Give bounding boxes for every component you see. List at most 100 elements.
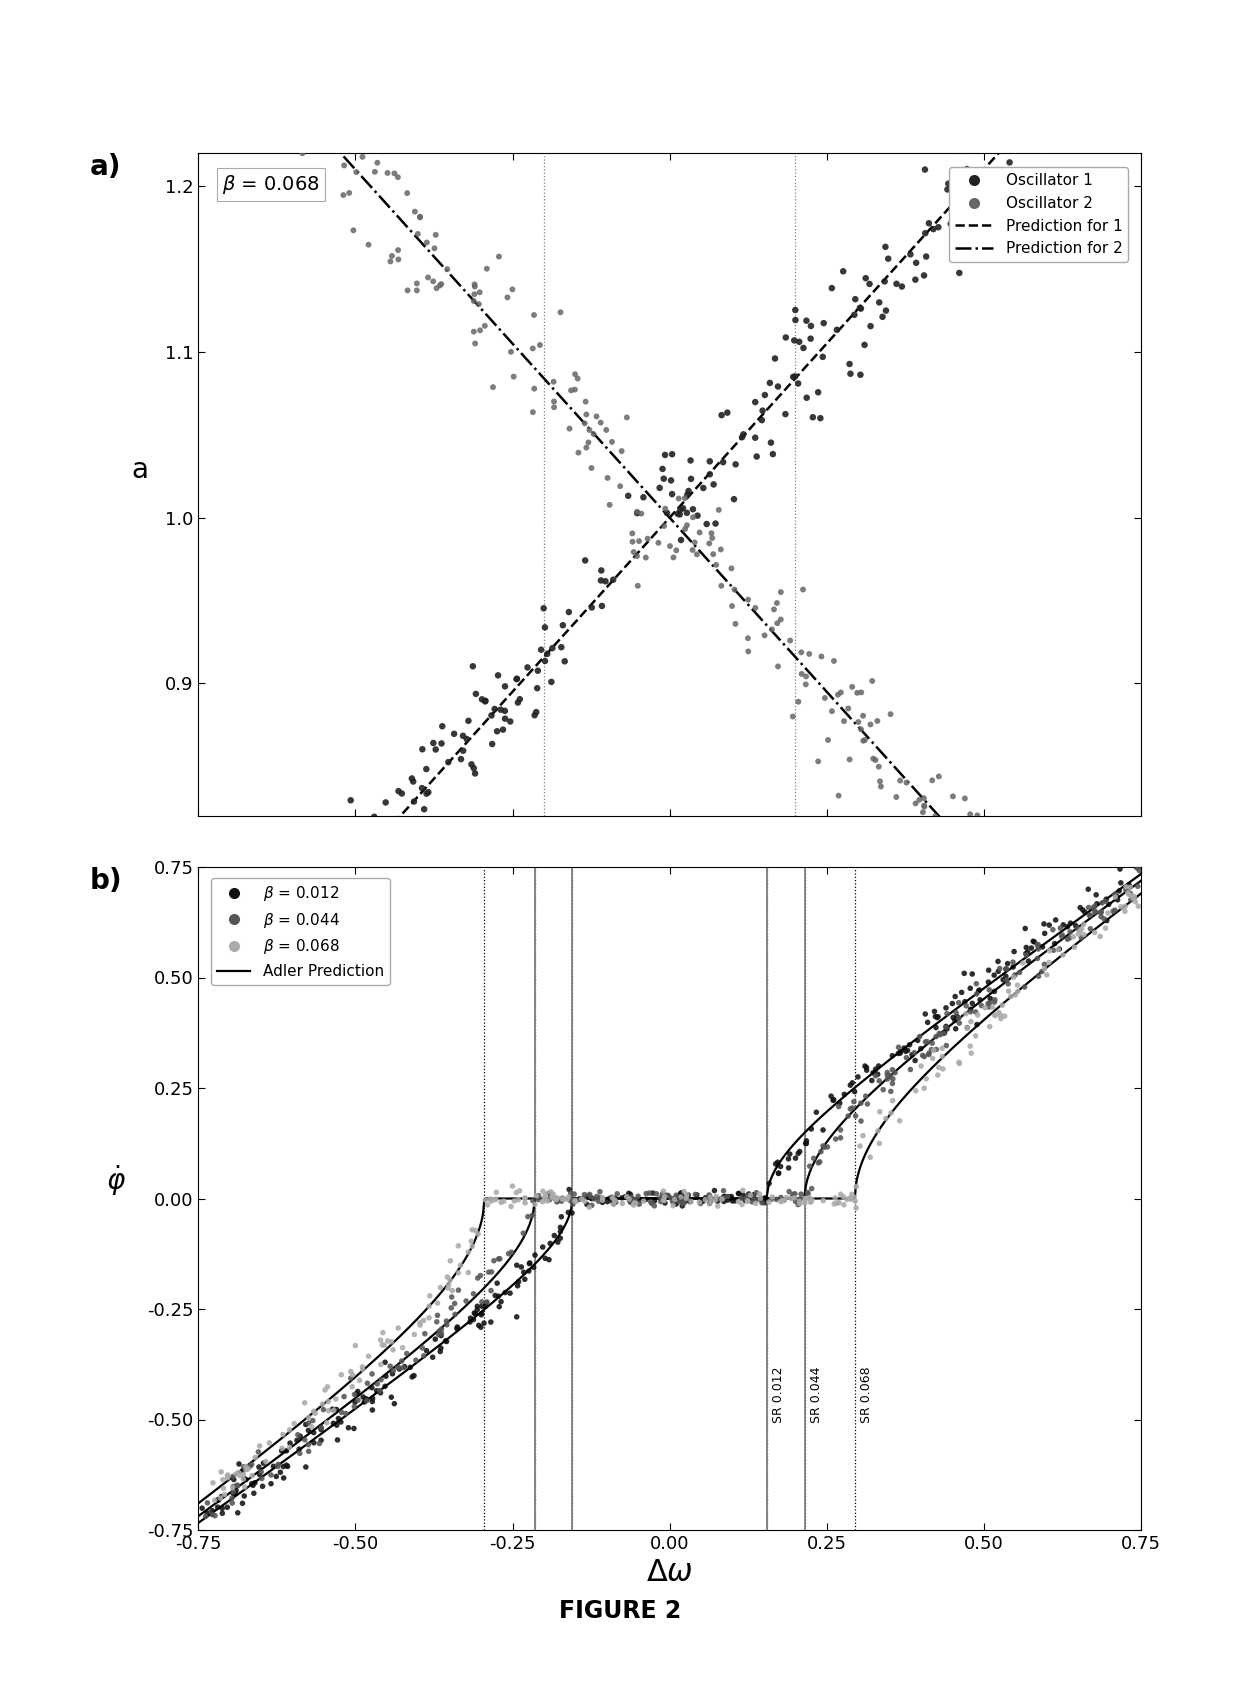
Point	[963, 876, 983, 903]
Point	[1018, 947, 1038, 974]
Point	[1045, 906, 1065, 933]
Point	[681, 447, 701, 474]
Point	[856, 726, 875, 753]
Point	[944, 782, 963, 809]
Point	[842, 673, 862, 700]
Point	[195, 3, 215, 31]
Point	[719, 1183, 739, 1210]
Point	[863, 745, 883, 772]
Point	[427, 275, 446, 303]
Point	[957, 1015, 977, 1042]
Point	[490, 1244, 510, 1272]
Point	[828, 782, 848, 809]
Point	[226, 1477, 246, 1504]
Point	[253, 1472, 273, 1499]
Point	[229, 1450, 249, 1477]
Point	[1071, 915, 1091, 942]
Point	[228, 1472, 248, 1499]
Point	[388, 1353, 408, 1380]
Point	[371, 1379, 391, 1406]
Point	[584, 420, 604, 447]
Point	[260, 34, 280, 61]
Point	[796, 663, 816, 690]
Point	[456, 726, 476, 753]
Point	[1130, 857, 1149, 884]
Point	[1117, 27, 1137, 54]
Point	[371, 1352, 391, 1379]
Point	[642, 1190, 662, 1217]
Point	[729, 1188, 749, 1216]
Point	[808, 379, 828, 406]
Point	[559, 1176, 579, 1204]
Point	[277, 932, 296, 959]
Point	[252, 71, 272, 99]
Point	[469, 1312, 489, 1340]
Point	[817, 1134, 837, 1161]
Point	[527, 675, 547, 702]
Point	[303, 49, 322, 76]
Point	[718, 400, 738, 427]
Point	[760, 369, 780, 396]
Point	[301, 949, 321, 976]
Point	[234, 1482, 254, 1510]
Point	[670, 1182, 689, 1209]
Point	[771, 1153, 791, 1180]
Point	[755, 1187, 775, 1214]
Point	[763, 440, 782, 468]
Point	[844, 1183, 864, 1210]
Point	[466, 680, 486, 707]
Point	[593, 1185, 613, 1212]
Point	[575, 547, 595, 575]
Point	[621, 1188, 641, 1216]
Point	[494, 716, 513, 743]
Point	[593, 1188, 613, 1216]
Point	[842, 1069, 862, 1096]
Point	[833, 1183, 853, 1210]
Point	[286, 32, 306, 60]
Point	[236, 1465, 255, 1493]
Point	[792, 660, 812, 687]
Point	[625, 1190, 645, 1217]
Point	[223, 1481, 243, 1508]
Point	[1074, 20, 1094, 48]
Point	[642, 1180, 662, 1207]
Point	[905, 790, 925, 818]
Point	[1110, 877, 1130, 904]
Point	[985, 962, 1004, 989]
Point	[966, 971, 986, 998]
Point	[782, 702, 802, 729]
Point	[950, 233, 970, 260]
Point	[217, 1462, 237, 1489]
Point	[813, 309, 833, 337]
Point	[489, 1246, 508, 1273]
Point	[624, 1187, 644, 1214]
Point	[278, 1454, 298, 1481]
Point	[1099, 0, 1118, 26]
Point	[301, 862, 321, 889]
Point	[237, 41, 257, 68]
Point	[515, 1266, 534, 1294]
Point	[972, 867, 992, 894]
Point	[789, 1139, 808, 1166]
Point	[794, 335, 813, 362]
Point	[477, 1192, 497, 1219]
Point	[213, 1465, 233, 1493]
Point	[289, 34, 309, 61]
Point	[951, 126, 971, 153]
Point	[262, 1462, 281, 1489]
Point	[429, 1318, 449, 1345]
Point	[641, 1188, 661, 1216]
Point	[1018, 938, 1038, 966]
Point	[676, 1188, 696, 1216]
Point	[626, 1187, 646, 1214]
Point	[476, 1289, 496, 1316]
Point	[485, 695, 505, 722]
Point	[263, 42, 283, 70]
Point	[565, 376, 585, 403]
Point	[249, 1454, 269, 1481]
Point	[459, 1260, 479, 1287]
Point	[1071, 66, 1091, 94]
Point	[280, 1430, 300, 1457]
Point	[720, 1185, 740, 1212]
Point	[629, 527, 649, 554]
